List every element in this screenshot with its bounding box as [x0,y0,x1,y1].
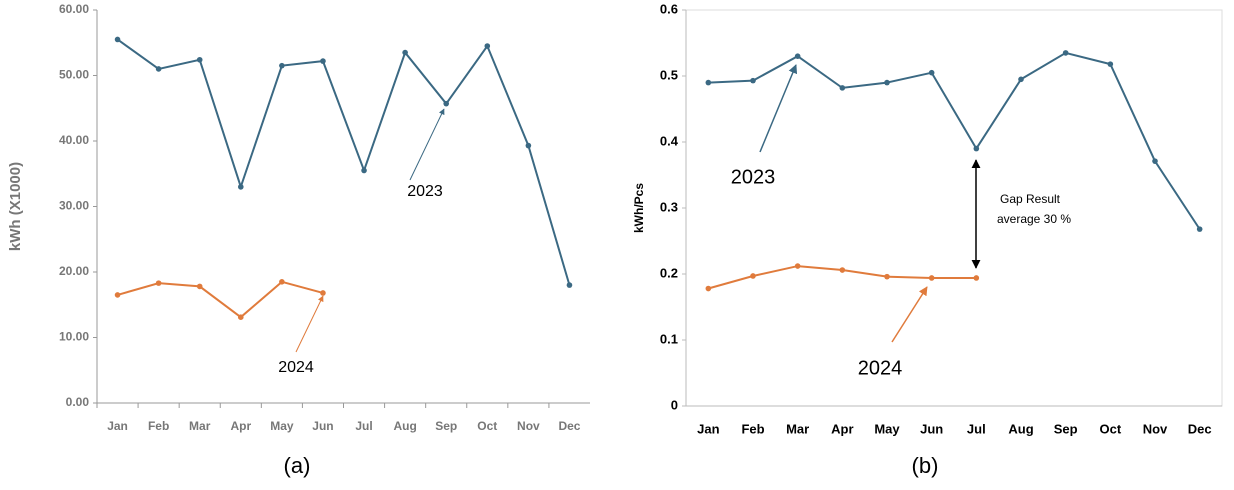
x-tick-label: Jul [355,419,372,433]
x-tick-label: Dec [1188,421,1212,436]
x-tick-label: Jun [920,421,943,436]
y-tick-label: 20.00 [59,264,89,278]
point [155,280,162,286]
x-tick-label: Jan [697,421,719,436]
x-tick-label: Jan [107,419,128,433]
y-tick-label: 0.5 [660,67,678,82]
x-tick-label: Mar [189,419,211,433]
point [839,267,846,273]
x-tick-label: Sep [1054,421,1078,436]
point [237,184,244,190]
x-tick-label: Nov [517,419,540,433]
point [1152,158,1158,164]
y-tick-label: 40.00 [59,133,89,147]
y-tick-label: 0.00 [66,395,90,409]
line [117,280,324,319]
point [320,290,326,296]
point [884,79,890,86]
y-tick-label: 30.00 [59,199,89,213]
line [116,38,571,286]
point [525,142,532,149]
point [484,43,491,49]
y-axis-label: kWh (X1000) [7,162,24,251]
arrow [295,295,324,353]
annotation: average 30 % [997,212,1071,226]
y-tick-label: 0.2 [660,265,678,280]
annotation: Gap Result [1000,192,1061,206]
point [279,62,285,69]
y-tick-label: 0.6 [660,1,678,16]
caption: (b) [912,453,939,478]
y-axis-label: kWh/Pcs [632,183,646,233]
point [279,279,285,285]
point [443,100,450,107]
point [1196,226,1203,232]
x-tick-label: Sep [435,419,457,433]
point [361,167,367,174]
y-tick-label: 10.00 [59,330,89,344]
point [928,69,935,76]
x-tick-label: Dec [558,419,580,433]
x-tick-label: Feb [148,419,169,433]
point [114,292,121,298]
y-tick-label: 0.3 [660,199,678,214]
point [794,263,801,269]
x-tick-label: May [270,419,294,433]
y-tick-label: 50.00 [59,68,89,82]
point [196,56,203,63]
x-tick-label: Mar [786,421,809,436]
point [794,53,801,59]
x-tick-label: Aug [1008,421,1033,436]
plot-frame [685,9,1223,407]
point [928,275,935,281]
arrow [409,108,445,181]
x-tick-label: Nov [1143,421,1168,436]
point [705,285,712,292]
arrow [891,286,928,343]
x-tick-label: Jun [312,419,333,433]
point [566,282,573,288]
x-tick-label: Apr [831,421,853,436]
x-tick-label: May [874,421,900,436]
x-tick-label: Aug [393,419,416,433]
caption: (a) [284,453,311,478]
annotation: 2024 [278,359,314,376]
point [884,273,890,280]
point [750,273,756,279]
x-tick-label: Jul [967,421,986,436]
point [973,275,980,281]
y-tick-label: 0.4 [660,133,679,148]
x-tick-label: Oct [1099,421,1121,436]
point [320,58,326,64]
y-tick-label: 0.1 [660,331,678,346]
point [839,85,846,91]
x-tick-label: Feb [741,421,764,436]
point [973,145,980,152]
annotation: 2023 [407,183,443,200]
annotation: 2024 [858,357,903,379]
point [402,49,408,56]
point [705,79,712,86]
point [750,77,756,84]
line [708,51,1201,230]
x-tick-label: Apr [230,419,251,433]
y-tick-label: 60.00 [59,2,89,16]
point [1018,76,1024,83]
point [114,36,121,43]
point [1062,50,1069,56]
x-tick-label: Oct [477,419,497,433]
arrow [759,64,798,153]
y-tick-label: 0 [671,397,678,412]
annotation: 2023 [731,166,776,188]
point [155,66,162,72]
point [196,283,203,290]
point [1107,61,1114,67]
point [237,314,244,320]
